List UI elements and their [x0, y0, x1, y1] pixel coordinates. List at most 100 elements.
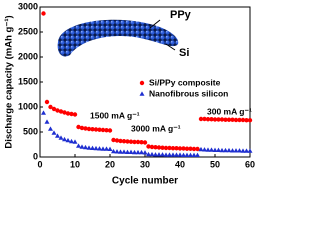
data-point [226, 147, 232, 153]
data-point [160, 145, 165, 150]
data-point [167, 145, 172, 151]
data-point [48, 104, 53, 110]
pointer [149, 19, 161, 29]
y-tick-label: 500 [23, 126, 38, 136]
annotation: 3000 mA g⁻¹ [131, 123, 181, 133]
data-point [44, 99, 50, 105]
data-point [100, 127, 106, 133]
data-point [149, 144, 155, 150]
data-point [181, 146, 186, 151]
data-point [97, 127, 102, 132]
data-point [233, 117, 239, 123]
data-point [58, 135, 64, 140]
data-point [170, 152, 176, 157]
data-point [240, 148, 246, 153]
data-point [125, 149, 130, 155]
y-tick-label: 2500 [18, 26, 38, 36]
data-point [72, 112, 78, 117]
data-point [69, 111, 74, 117]
y-tick-label: 3000 [18, 1, 38, 11]
data-point [107, 128, 113, 133]
data-point [79, 144, 85, 149]
data-point [219, 147, 225, 153]
annotation: 600 mA g⁻¹ [84, 87, 129, 97]
annotation: 1500 mA g⁻¹ [90, 110, 140, 120]
data-point [223, 117, 228, 122]
data-point [90, 127, 95, 132]
annotation: 300 mA g⁻¹ [207, 106, 252, 116]
data-point [65, 111, 71, 116]
x-tick-label: 50 [210, 159, 220, 169]
legend-label: Si/PPy composite [149, 77, 221, 87]
data-point [69, 138, 74, 144]
data-point [139, 149, 144, 155]
data-point [146, 151, 151, 157]
y-tick-label: 1500 [18, 76, 38, 86]
data-point [146, 144, 151, 149]
data-point [118, 138, 123, 144]
annotation: 300 mA g⁻¹ [50, 67, 95, 77]
data-point [139, 140, 144, 145]
data-point [132, 139, 137, 145]
data-point [149, 151, 155, 157]
data-point [216, 147, 221, 153]
data-point [209, 147, 214, 152]
annotation: Si [179, 47, 189, 59]
data-point [72, 139, 78, 144]
data-point [111, 137, 116, 143]
data-point [237, 117, 242, 123]
data-point [237, 148, 242, 153]
data-point [202, 147, 207, 152]
x-tick-label: 0 [37, 159, 42, 169]
data-point [76, 124, 81, 130]
data-point [174, 146, 179, 151]
data-point [76, 143, 81, 148]
data-point [62, 110, 67, 115]
data-point [93, 145, 99, 151]
data-point [198, 146, 204, 152]
data-point [86, 126, 92, 132]
data-point [86, 145, 92, 150]
data-point [181, 152, 186, 158]
data-point [216, 117, 221, 122]
data-point [233, 148, 239, 153]
data-point [44, 119, 50, 124]
chart: PPy Si 300 mA g⁻¹ 600 mA g⁻¹ 1500 mA g⁻¹… [4, 1, 255, 186]
data-point [191, 152, 197, 158]
data-point [205, 147, 211, 152]
data-point [205, 117, 211, 122]
data-point [79, 125, 85, 131]
y-tick-label: 1000 [18, 101, 38, 111]
data-point [163, 152, 169, 157]
data-point [174, 152, 179, 157]
data-point [163, 145, 169, 151]
data-point [195, 146, 200, 152]
data-point [97, 146, 102, 151]
legend-marker [139, 80, 145, 86]
data-point [128, 149, 134, 155]
y-tick-label: 0 [33, 151, 38, 161]
inset-illustration [57, 19, 179, 57]
data-point [191, 146, 197, 152]
y-tick-label: 2000 [18, 51, 38, 61]
data-point [55, 108, 60, 113]
data-point [104, 146, 109, 151]
data-point [100, 146, 106, 151]
x-tick-label: 10 [70, 159, 80, 169]
legend-marker [139, 91, 145, 96]
data-point [195, 152, 200, 158]
data-point [167, 152, 172, 157]
data-point [184, 152, 190, 158]
data-point [62, 136, 67, 142]
data-point [65, 137, 71, 143]
data-point [41, 110, 46, 115]
data-point [90, 145, 95, 151]
data-point [51, 130, 57, 135]
data-point [198, 116, 204, 122]
data-point [153, 152, 158, 157]
x-tick-label: 30 [140, 159, 150, 169]
data-point [135, 139, 141, 145]
data-point [156, 145, 162, 150]
data-point [142, 150, 148, 155]
data-point [177, 146, 183, 151]
